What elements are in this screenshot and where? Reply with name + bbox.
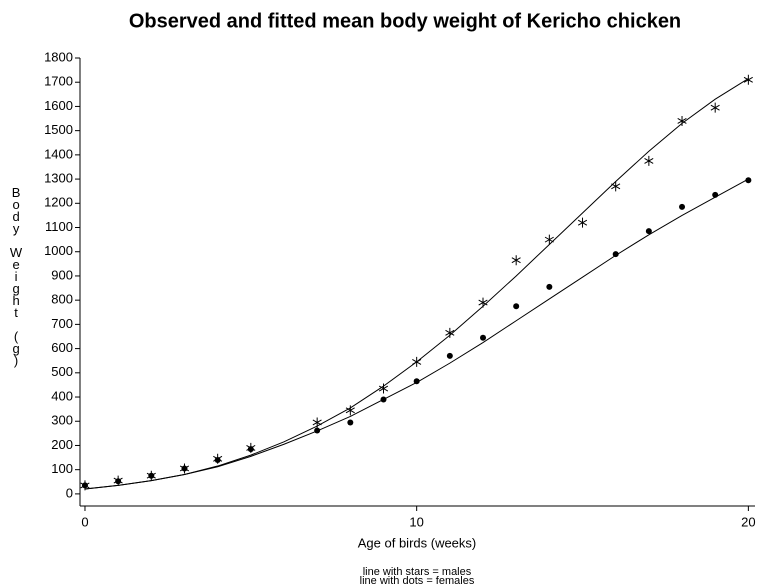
y-tick-label: 1500 xyxy=(44,122,73,137)
x-tick-label: 10 xyxy=(409,514,423,529)
y-tick-label: 1700 xyxy=(44,74,73,89)
dot-marker xyxy=(181,465,188,472)
star-marker xyxy=(511,255,521,266)
star-marker xyxy=(644,155,654,166)
dot-marker xyxy=(347,419,354,426)
dot-marker xyxy=(380,396,387,403)
dot-marker xyxy=(513,303,520,310)
star-marker xyxy=(478,297,488,308)
dot-marker xyxy=(148,472,155,479)
star-marker xyxy=(677,115,687,126)
dot-marker xyxy=(413,378,420,385)
x-tick-label: 20 xyxy=(741,514,755,529)
dot-marker xyxy=(314,427,321,434)
star-marker xyxy=(445,327,455,338)
legend-note: line with dots = females xyxy=(360,575,475,587)
y-axis-label: Body Weight (g) xyxy=(9,185,24,368)
fitted-line xyxy=(84,78,749,490)
y-tick-label: 1200 xyxy=(44,195,73,210)
dot-marker xyxy=(645,228,652,235)
x-axis-label: Age of birds (weeks) xyxy=(358,535,477,550)
legend-note: line with stars = males xyxy=(363,566,472,578)
y-tick-label: 1600 xyxy=(44,98,73,113)
dot-marker xyxy=(546,283,553,290)
star-marker xyxy=(743,74,753,85)
y-tick-label: 200 xyxy=(51,437,73,452)
dot-marker xyxy=(745,177,752,184)
y-tick-label: 900 xyxy=(51,267,73,282)
y-tick-label: 100 xyxy=(51,461,73,476)
star-marker xyxy=(611,181,621,192)
dot-marker xyxy=(214,456,221,463)
dot-marker xyxy=(247,446,254,453)
y-tick-label: 1800 xyxy=(44,49,73,64)
dot-marker xyxy=(480,334,487,341)
y-tick-label: 500 xyxy=(51,364,73,379)
y-tick-label: 1300 xyxy=(44,171,73,186)
fitted-line xyxy=(84,178,749,490)
y-tick-label: 1000 xyxy=(44,243,73,258)
chart-title: Observed and fitted mean body weight of … xyxy=(129,10,681,32)
star-marker xyxy=(312,417,322,428)
dot-marker xyxy=(712,191,719,198)
y-tick-label: 1100 xyxy=(45,219,73,234)
star-marker xyxy=(412,356,422,367)
star-marker xyxy=(378,383,389,394)
dot-marker xyxy=(81,482,88,489)
star-marker xyxy=(577,217,588,228)
star-marker xyxy=(710,102,720,113)
y-tick-label: 600 xyxy=(51,340,73,355)
star-marker xyxy=(345,405,355,416)
y-tick-label: 1400 xyxy=(44,146,73,161)
y-tick-label: 0 xyxy=(66,485,73,500)
dot-marker xyxy=(446,352,453,359)
y-tick-label: 300 xyxy=(51,413,73,428)
star-marker xyxy=(544,234,554,245)
x-tick-label: 0 xyxy=(81,514,88,529)
dot-marker xyxy=(679,203,686,210)
y-tick-label: 700 xyxy=(51,316,73,331)
y-tick-label: 400 xyxy=(51,388,73,403)
dot-marker xyxy=(115,478,122,485)
y-tick-label: 800 xyxy=(51,292,73,307)
dot-marker xyxy=(612,251,619,258)
